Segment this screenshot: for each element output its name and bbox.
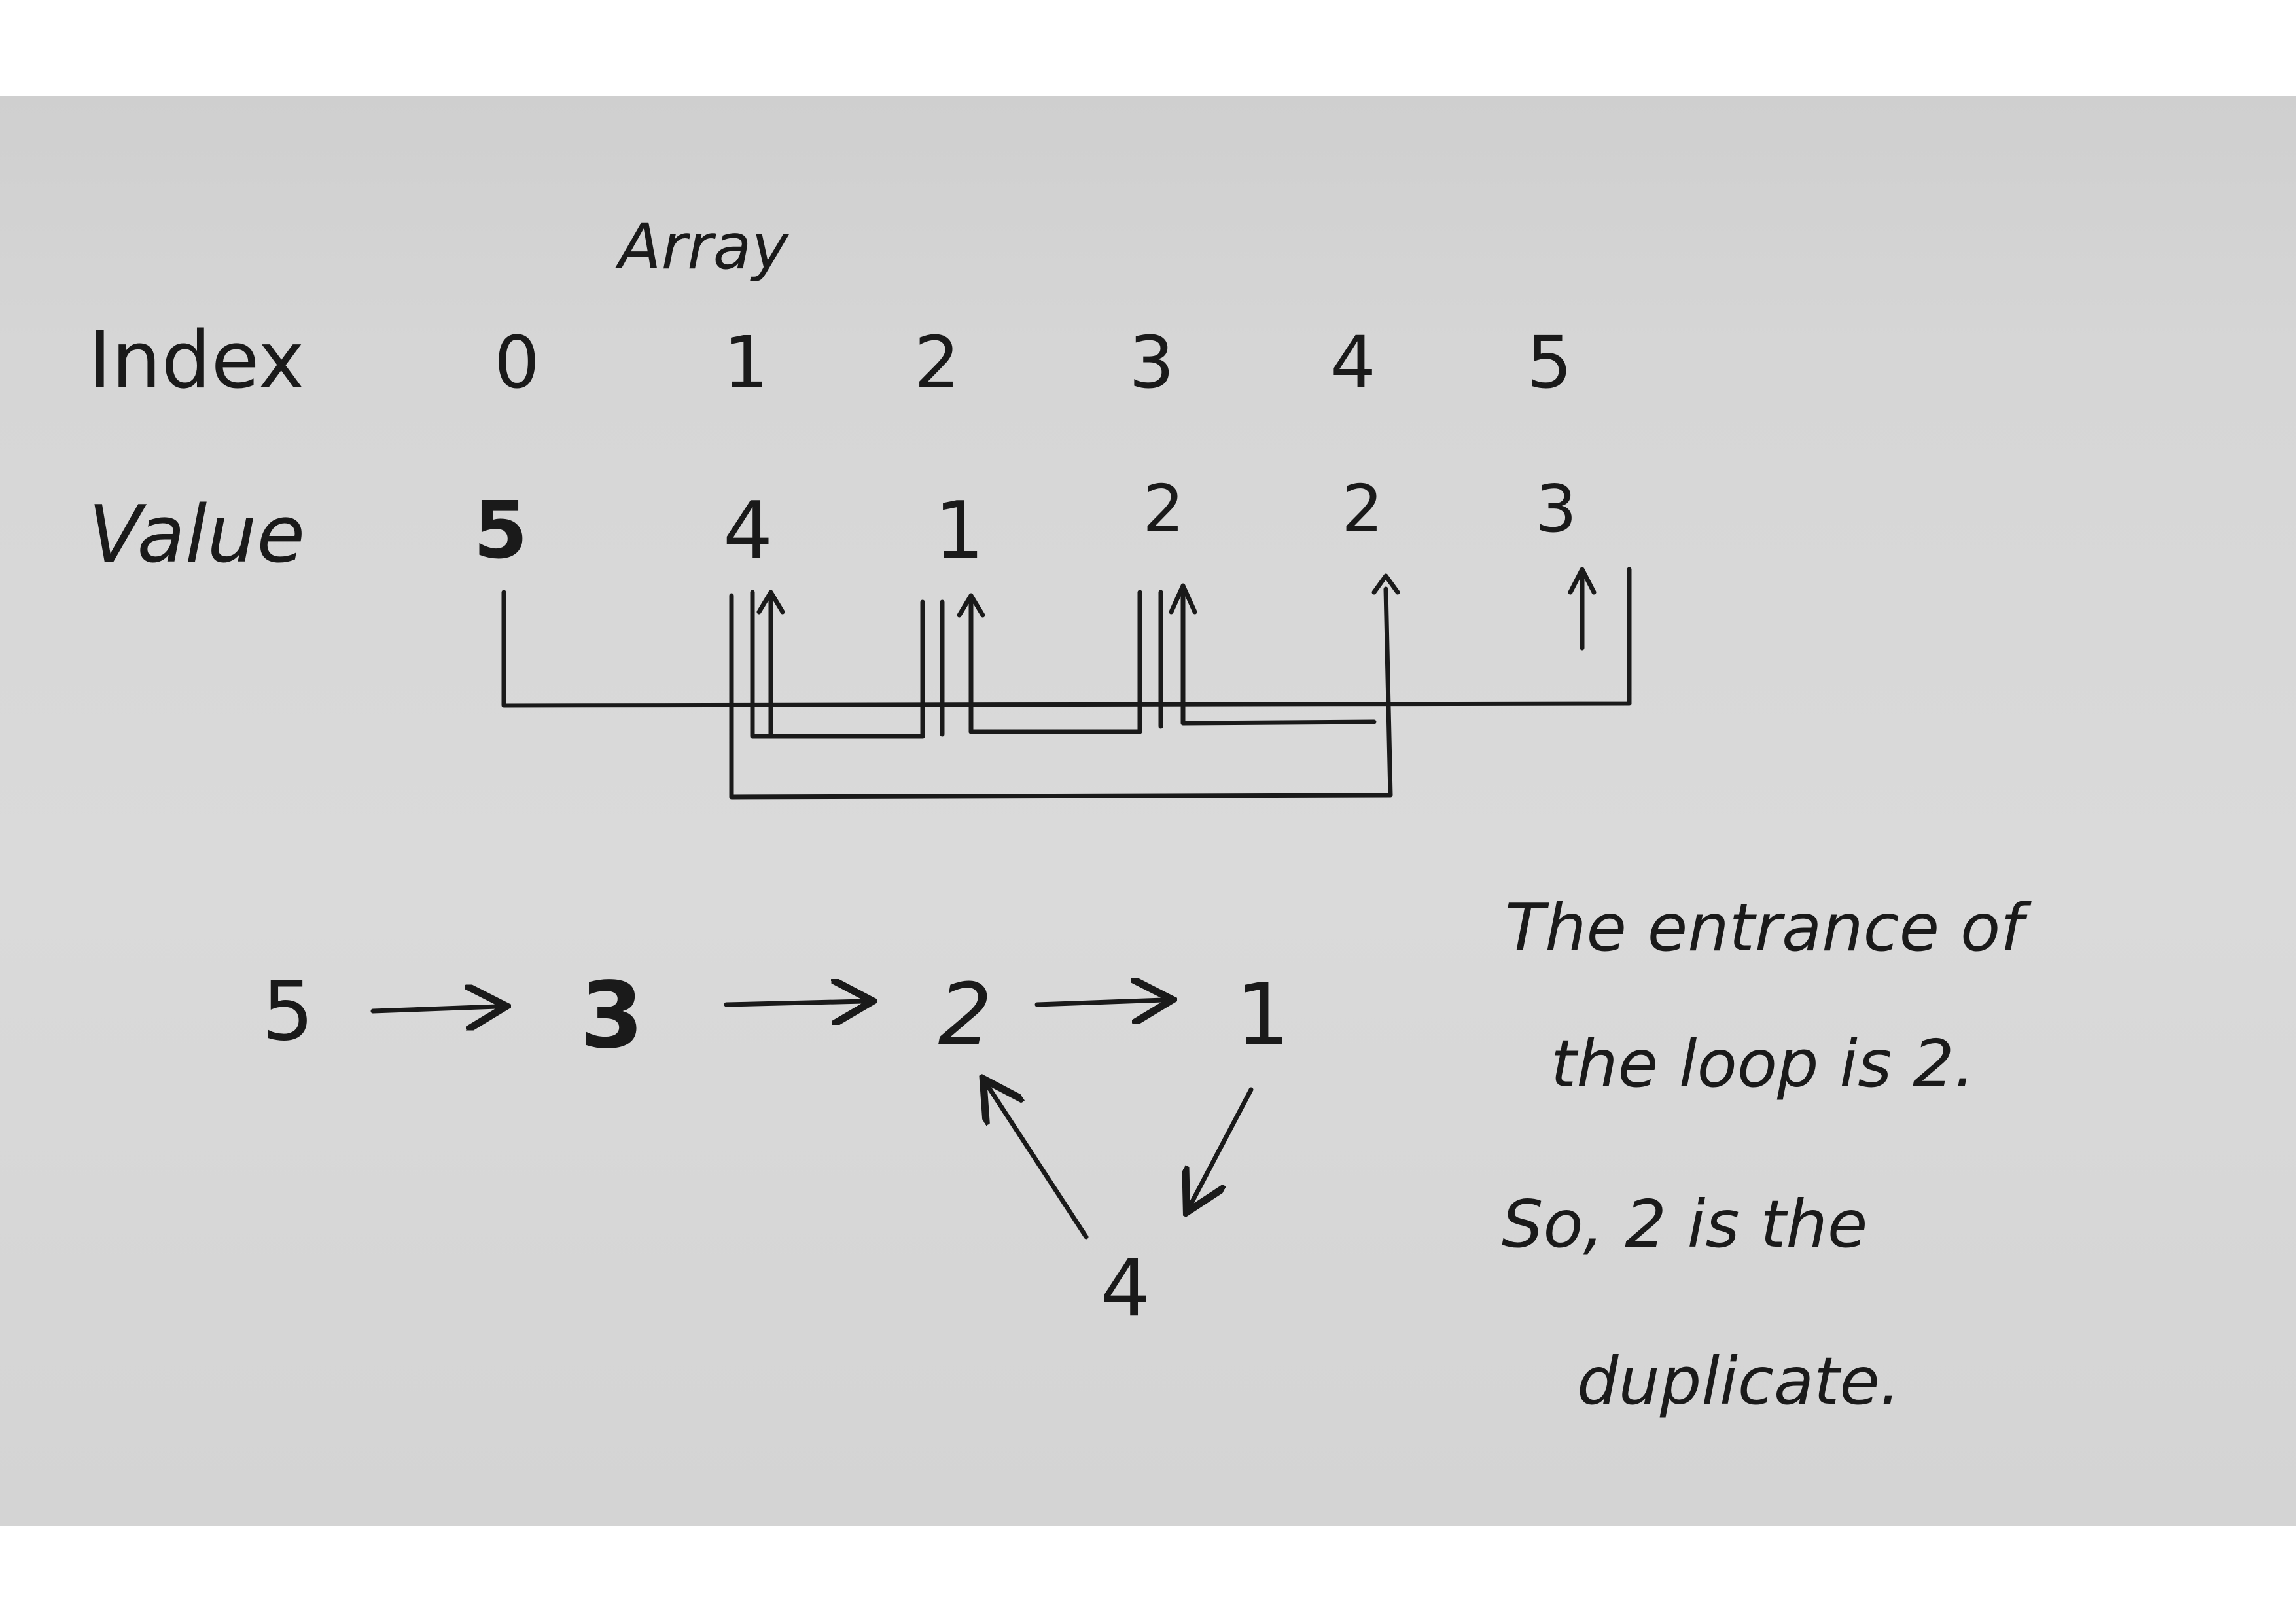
chain-loop-node-4: 4	[1101, 1243, 1150, 1334]
pointer-0-to-5-arrow	[1568, 567, 1597, 651]
pointer-2-to-1	[968, 590, 1142, 734]
value-cell: 2	[1341, 471, 1383, 547]
paper-sheet	[0, 96, 2296, 1526]
index-row-label: Index	[88, 315, 304, 406]
chain-node-1: 1	[1236, 965, 1290, 1064]
pointer-3-to-2	[1169, 583, 1377, 726]
pointer-connectors	[501, 567, 1632, 800]
value-row-label: Value	[88, 490, 305, 580]
conclusion-line-3: So, 2 is the	[1502, 1186, 1867, 1262]
conclusion-line-4: duplicate.	[1577, 1343, 1901, 1419]
conclusion-line-1: The entrance of	[1505, 889, 2032, 966]
array-title: Array	[614, 210, 789, 283]
index-cell: 5	[1527, 321, 1572, 404]
chain-node-5: 5	[262, 964, 314, 1059]
index-cell: 1	[723, 321, 769, 404]
conclusion-note: The entrance of the loop is 2. So, 2 is …	[1502, 889, 2032, 1419]
index-row: 0 1 2 3 4 5	[494, 321, 1572, 404]
pointer-1-arrow	[756, 590, 785, 739]
index-cell: 4	[1330, 321, 1376, 404]
index-cell: 0	[494, 321, 540, 404]
value-cell: 1	[934, 486, 984, 577]
value-row: 5 4 1 2 2 3	[473, 471, 1577, 577]
chain-arrow-5-3	[370, 1007, 497, 1011]
pointer-2-arrow	[957, 593, 985, 734]
linked-chain: 5 3 2 1 4	[262, 963, 1290, 1334]
index-cell: 2	[914, 321, 960, 404]
index-cell: 3	[1129, 321, 1174, 404]
value-cell: 3	[1535, 471, 1577, 547]
value-cell: 4	[723, 486, 773, 577]
value-cell: 5	[473, 486, 528, 577]
pointer-1-to-1	[750, 590, 925, 739]
chain-arrow-1-4	[1191, 1087, 1254, 1204]
chain-node-3: 3	[580, 963, 643, 1069]
chain-arrow-2-1	[1034, 1000, 1163, 1005]
chain-node-2: 2	[938, 965, 993, 1064]
value-cell: 2	[1142, 471, 1184, 547]
pointer-1-to-4-arrow-head	[1371, 573, 1400, 595]
conclusion-line-2: the loop is 2.	[1551, 1026, 1975, 1102]
chain-arrow-3-2	[724, 1001, 864, 1005]
pointer-0-to-5	[501, 567, 1632, 708]
chain-arrow-4-2	[988, 1086, 1089, 1240]
pointer-1-to-4	[729, 586, 1393, 800]
